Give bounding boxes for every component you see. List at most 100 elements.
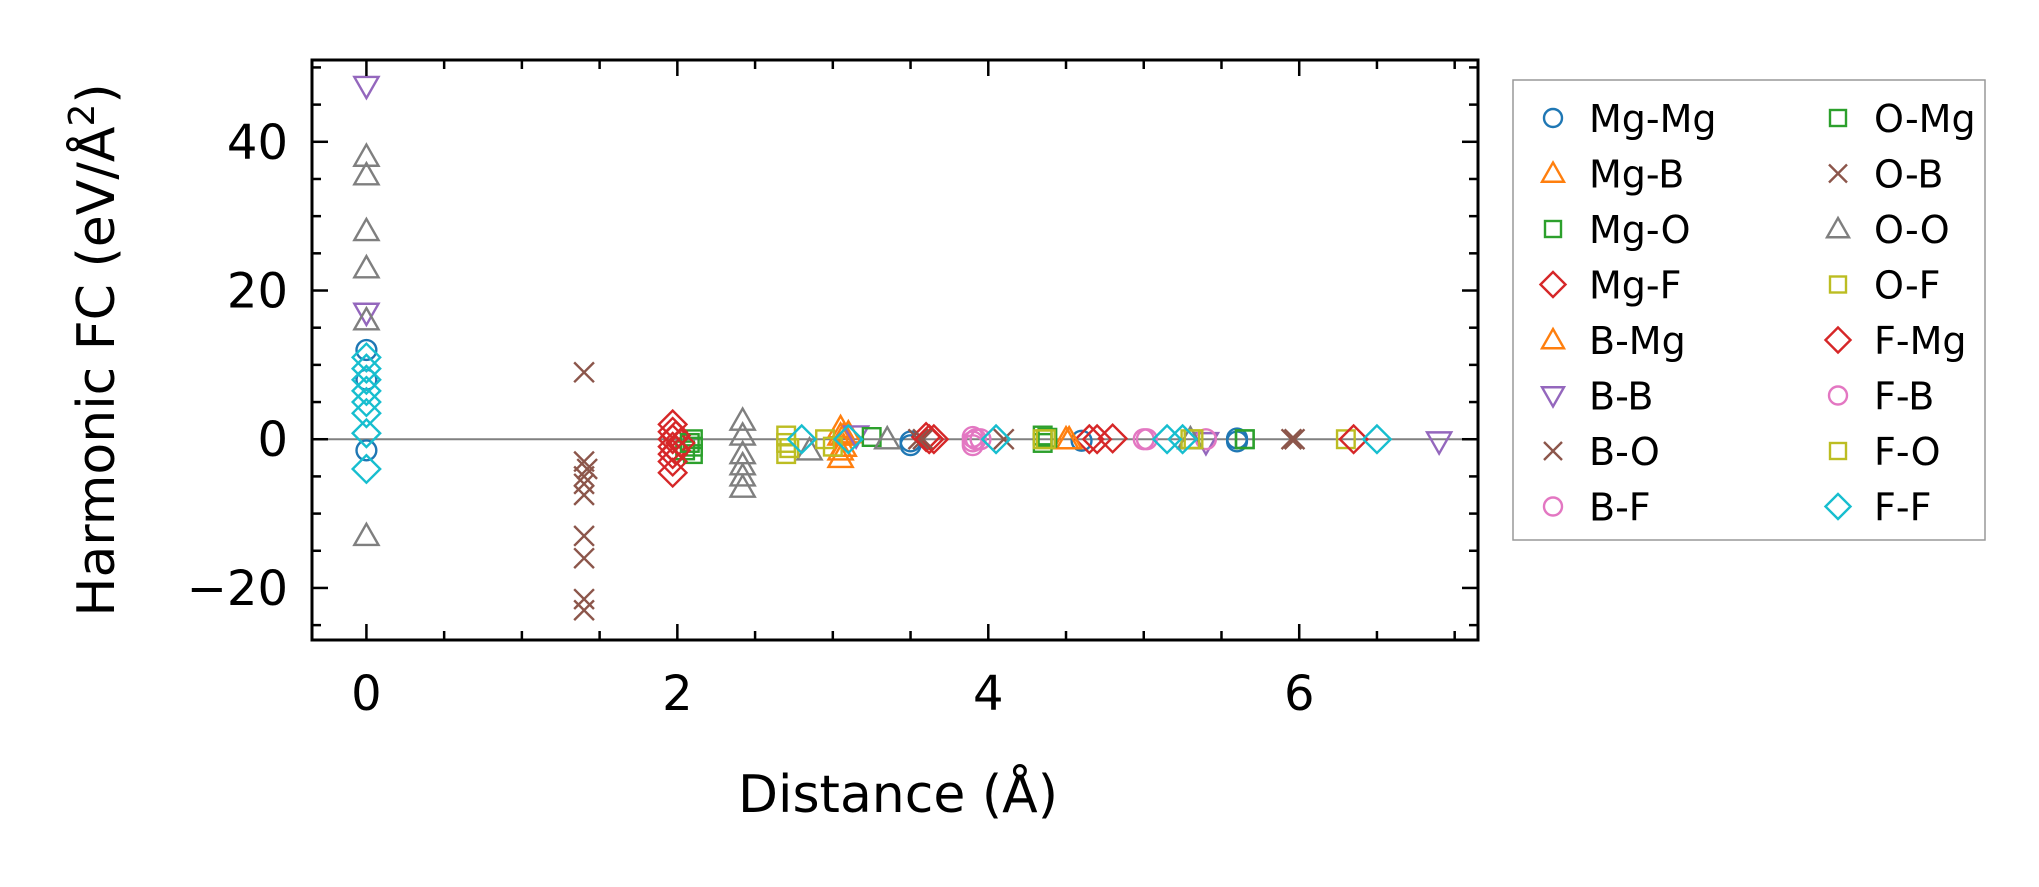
legend-marker xyxy=(1539,326,1567,350)
data-point xyxy=(786,423,818,455)
data-point xyxy=(1073,423,1105,455)
axes: 0 2 4 6 −20 0 20 40 xyxy=(187,58,1480,722)
legend-marker xyxy=(1828,108,1848,128)
data-point xyxy=(350,417,382,449)
data-point xyxy=(350,386,382,418)
data-point xyxy=(352,521,381,547)
data-point xyxy=(665,427,696,459)
legend-marker xyxy=(1828,275,1848,294)
data-point xyxy=(1234,429,1255,450)
data-point xyxy=(1335,429,1356,450)
data-point xyxy=(1424,431,1454,456)
legend-item: Mg-Mg xyxy=(1542,97,1717,141)
legend-item: F-B xyxy=(1827,375,1934,419)
y-axis-label-close: ) xyxy=(67,83,127,103)
data-point xyxy=(1361,423,1393,455)
data-point xyxy=(1183,429,1204,450)
legend-marker xyxy=(1828,441,1848,461)
data-point xyxy=(728,473,757,498)
legend-item: B-Mg xyxy=(1539,319,1686,363)
legend-item: F-F xyxy=(1823,486,1931,530)
data-point xyxy=(350,353,382,385)
legend-marker xyxy=(1539,386,1567,409)
plot-frame xyxy=(310,58,1480,642)
data-point xyxy=(1283,428,1306,450)
data-point xyxy=(352,160,381,186)
legend-marker xyxy=(1543,219,1563,239)
data-point xyxy=(829,420,858,446)
legend-marker xyxy=(1539,160,1567,183)
legend-item: F-O xyxy=(1828,430,1941,474)
x-axis-label: Distance (Å) xyxy=(738,763,1058,825)
data-point xyxy=(776,432,797,453)
legend-item: O-Mg xyxy=(1828,97,1976,141)
legend-marker xyxy=(1823,325,1853,355)
y-tick-label: 40 xyxy=(227,115,288,171)
data-point xyxy=(728,461,757,487)
data-point xyxy=(829,432,858,457)
data-point xyxy=(1035,429,1056,450)
data-point xyxy=(913,423,945,455)
legend-marker xyxy=(1543,441,1563,461)
x-tick-label: 2 xyxy=(662,666,693,722)
data-point xyxy=(1167,423,1199,455)
data-point xyxy=(1081,423,1113,455)
legend-item: O-O xyxy=(1824,208,1950,252)
data-point xyxy=(728,420,757,446)
data-point xyxy=(573,588,595,610)
legend-marker xyxy=(1823,492,1853,521)
data-point xyxy=(728,406,757,431)
data-point xyxy=(980,423,1012,455)
data-point xyxy=(573,465,595,488)
legend-label: Mg-B xyxy=(1589,153,1684,197)
data-point xyxy=(1280,428,1303,450)
data-point xyxy=(1037,427,1058,448)
legend-label: F-Mg xyxy=(1874,319,1966,363)
legend-marker xyxy=(1542,107,1564,129)
data-point xyxy=(352,302,381,328)
data-point xyxy=(350,397,382,429)
data-point xyxy=(964,428,987,451)
data-point xyxy=(1338,423,1370,455)
data-point xyxy=(573,547,595,569)
y-tick-label: 20 xyxy=(227,264,288,320)
data-point xyxy=(1097,423,1129,454)
data-point xyxy=(573,525,595,547)
legend-item: B-B xyxy=(1539,375,1654,419)
data-point xyxy=(352,253,381,279)
data-point xyxy=(573,361,595,384)
data-point xyxy=(832,423,864,455)
legend-label: O-O xyxy=(1874,208,1950,252)
series-o-b xyxy=(576,428,1306,480)
data-point xyxy=(907,428,930,450)
legend-item: Mg-B xyxy=(1539,153,1684,197)
data-point xyxy=(352,75,381,101)
legend-label: O-B xyxy=(1874,153,1943,197)
y-axis-label-superscript: 2 xyxy=(62,104,103,127)
data-point xyxy=(573,484,595,506)
legend-item: B-O xyxy=(1543,430,1660,474)
legend-marker xyxy=(1542,496,1564,517)
data-point xyxy=(918,423,950,455)
data-point xyxy=(352,305,381,331)
data-point xyxy=(873,424,902,450)
legend-marker xyxy=(1828,163,1848,184)
data-point xyxy=(350,341,382,373)
y-tick-label: −20 xyxy=(187,561,288,617)
x-tick-label: 6 xyxy=(1284,666,1315,722)
data-point xyxy=(576,458,598,480)
legend-label: Mg-Mg xyxy=(1589,97,1717,141)
data-point xyxy=(355,439,378,462)
data-point xyxy=(1070,429,1093,452)
x-tick-label: 0 xyxy=(351,666,382,722)
x-tick-label: 4 xyxy=(973,666,1004,722)
data-point xyxy=(355,338,378,362)
legend-item: Mg-F xyxy=(1538,264,1681,308)
data-point xyxy=(350,364,382,396)
legend-item: B-F xyxy=(1542,486,1651,530)
legend-item: O-B xyxy=(1828,153,1943,197)
data-point xyxy=(350,453,382,485)
series-f-mg xyxy=(660,420,1370,466)
